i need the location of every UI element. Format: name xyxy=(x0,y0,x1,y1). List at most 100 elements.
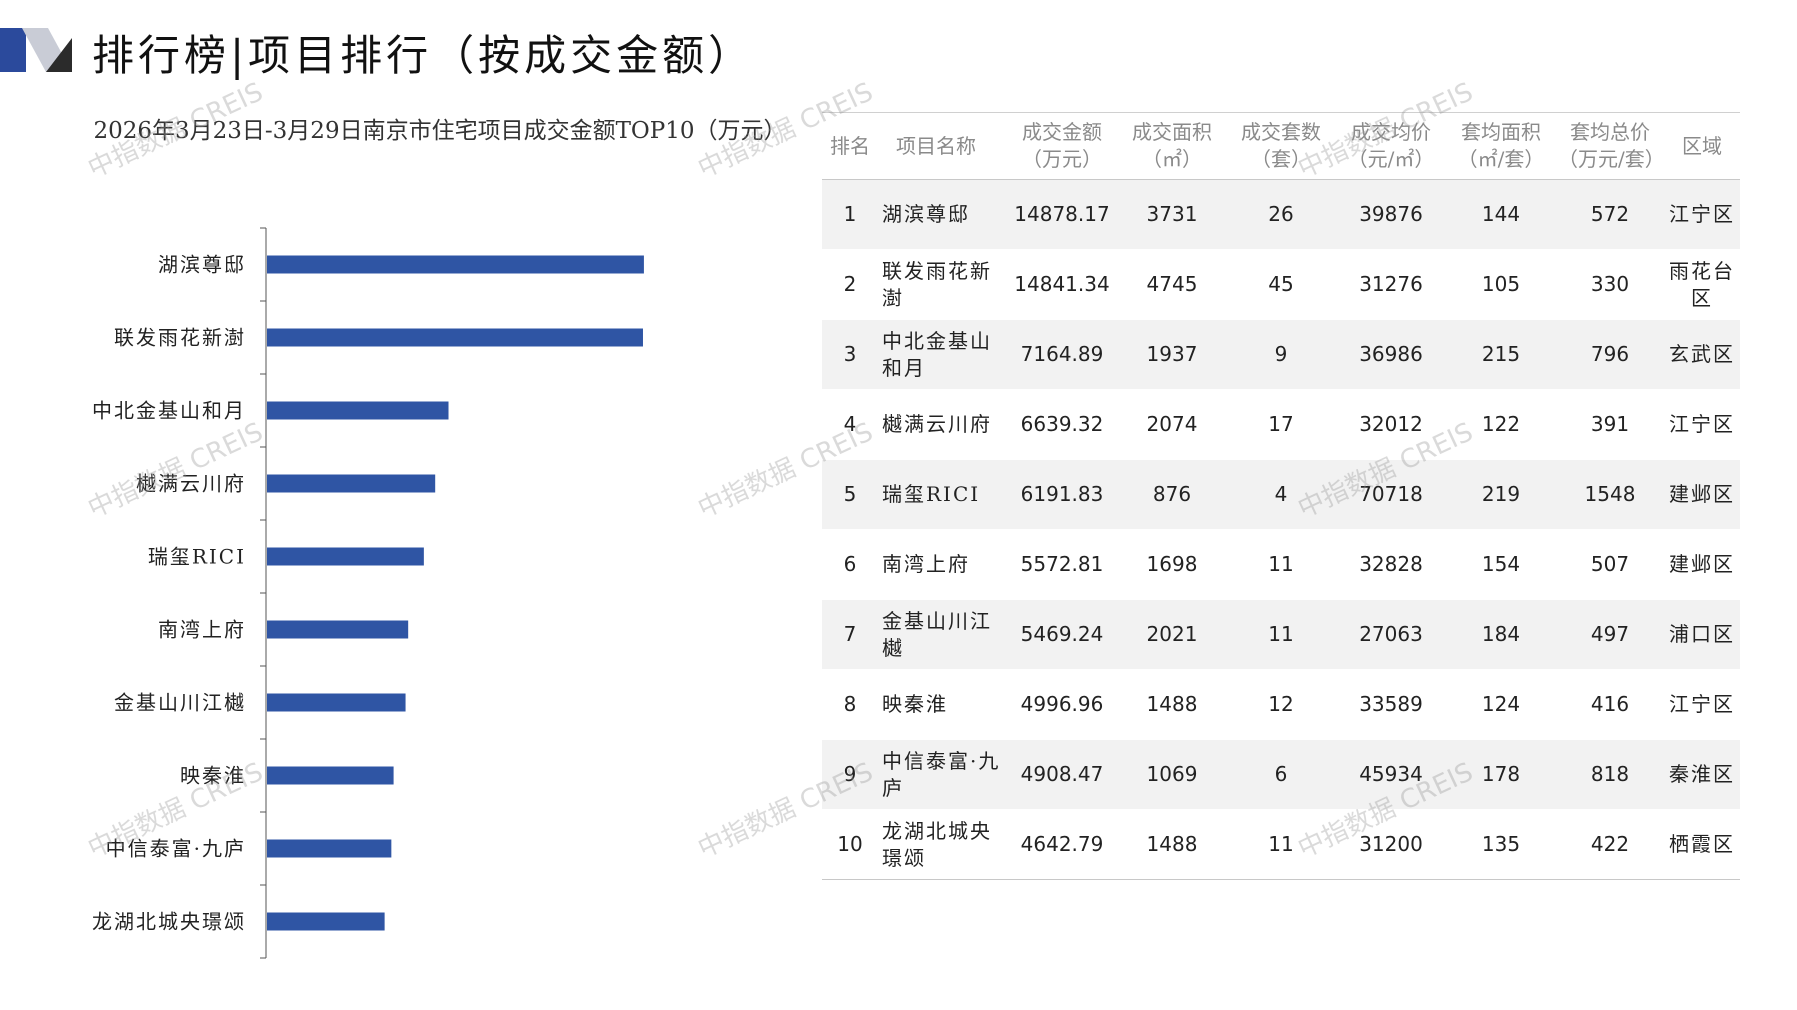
table-cell: 中信泰富·九庐 xyxy=(882,748,1001,800)
table-cell: 497 xyxy=(1590,622,1630,646)
table-cell: 45 xyxy=(1268,272,1294,296)
table-row: 4 樾满云川府 6639.32 2074 17 32012 122 391 江宁区 xyxy=(822,389,1740,460)
table-cell: 26 xyxy=(1268,202,1294,226)
category-label: 湖滨尊邸 xyxy=(158,253,246,277)
table-cell: 2 xyxy=(843,272,857,296)
table-row: 10 龙湖北城央璟颂 4642.79 1488 11 31200 135 422 栖霞区 xyxy=(822,809,1740,880)
column-header: 套均总价 （万元/套） xyxy=(1558,120,1665,171)
table-cell: 2074 xyxy=(1146,412,1198,436)
table-cell: 3731 xyxy=(1146,202,1198,226)
table-cell: 联发雨花新澍 xyxy=(882,258,992,310)
table-cell: 12 xyxy=(1268,692,1294,716)
table-cell: 6 xyxy=(843,552,857,576)
table-cell: 876 xyxy=(1152,482,1192,506)
table-cell: 建邺区 xyxy=(1669,552,1735,576)
bar xyxy=(267,766,394,785)
category-label: 金基山川江樾 xyxy=(114,691,246,715)
table-cell: 33589 xyxy=(1359,692,1423,716)
table-header-row: 排名 项目名称 成交金额 （万元） 成交面积 （㎡） 成交套数 （套） 成交均价 （元/㎡） 套均面… xyxy=(822,112,1740,180)
table-cell: 122 xyxy=(1481,412,1521,436)
table-cell: 江宁区 xyxy=(1669,692,1735,716)
table-cell: 江宁区 xyxy=(1669,412,1735,436)
table-cell: 映秦淮 xyxy=(882,692,948,716)
column-header: 项目名称 xyxy=(896,133,976,158)
table-cell: 70718 xyxy=(1359,482,1423,506)
chart-title: 2026年3月23日-3月29日南京市住宅项目成交金额TOP10（万元） xyxy=(93,118,787,144)
table-cell: 14878.17 xyxy=(1014,202,1110,226)
bar xyxy=(267,620,409,639)
table-row: 2 联发雨花新澍 14841.34 4745 45 31276 105 330 雨花台区 xyxy=(822,249,1740,320)
table-cell: 32828 xyxy=(1359,552,1423,576)
table-cell: 330 xyxy=(1590,272,1630,296)
table-cell: 江宁区 xyxy=(1669,202,1735,226)
table-cell: 7164.89 xyxy=(1020,342,1104,366)
table-cell: 17 xyxy=(1268,412,1294,436)
table-cell: 45934 xyxy=(1359,762,1423,786)
table-cell: 416 xyxy=(1590,692,1630,716)
table-cell: 5 xyxy=(843,482,857,506)
table-cell: 雨花台区 xyxy=(1669,258,1735,310)
table-row: 5 瑞玺RICI 6191.83 876 4 70718 219 1548 建邺区 xyxy=(822,459,1740,530)
table-cell: 6191.83 xyxy=(1020,482,1104,506)
category-label: 龙湖北城央璟颂 xyxy=(92,910,246,934)
table-cell: 10 xyxy=(837,832,863,856)
table-cell: 4 xyxy=(1274,482,1288,506)
table-cell: 31276 xyxy=(1359,272,1423,296)
table-cell: 2021 xyxy=(1146,622,1198,646)
column-header: 成交套数 （套） xyxy=(1241,120,1321,171)
table-cell: 184 xyxy=(1481,622,1521,646)
table-cell: 4908.47 xyxy=(1020,762,1104,786)
column-header: 排名 xyxy=(830,133,870,158)
table-cell: 4642.79 xyxy=(1020,832,1104,856)
logo-icon xyxy=(0,28,72,72)
table-cell: 32012 xyxy=(1359,412,1423,436)
bar xyxy=(267,328,643,347)
column-header: 套均面积 （㎡/套） xyxy=(1457,120,1545,171)
table-cell: 135 xyxy=(1481,832,1521,856)
table-cell: 3 xyxy=(843,342,857,366)
table-cell: 11 xyxy=(1268,832,1294,856)
table-cell: 422 xyxy=(1590,832,1630,856)
category-label: 中信泰富·九庐 xyxy=(106,837,246,861)
table-cell: 572 xyxy=(1590,202,1630,226)
category-label: 瑞玺RICI xyxy=(148,545,246,569)
table-cell: 818 xyxy=(1590,762,1630,786)
column-header: 成交金额 （万元） xyxy=(1022,120,1102,171)
table-cell: 瑞玺RICI xyxy=(882,482,981,506)
table-row: 7 金基山川江樾 5469.24 2021 11 27063 184 497 浦口区 xyxy=(822,599,1740,670)
table-cell: 1488 xyxy=(1146,692,1198,716)
table-cell: 11 xyxy=(1268,552,1294,576)
table-cell: 1698 xyxy=(1146,552,1198,576)
table-cell: 796 xyxy=(1590,342,1630,366)
table-cell: 9 xyxy=(843,762,857,786)
table-cell: 27063 xyxy=(1359,622,1423,646)
category-label: 南湾上府 xyxy=(158,618,246,642)
table-cell: 栖霞区 xyxy=(1669,832,1735,856)
table-cell: 龙湖北城央璟颂 xyxy=(882,818,992,870)
table-cell: 154 xyxy=(1481,552,1521,576)
table-cell: 31200 xyxy=(1359,832,1423,856)
table-cell: 9 xyxy=(1274,342,1288,366)
column-header: 成交面积 （㎡） xyxy=(1132,120,1212,171)
bar xyxy=(267,255,644,274)
table-cell: 6639.32 xyxy=(1020,412,1104,436)
table-cell: 5469.24 xyxy=(1020,622,1104,646)
column-header: 成交均价 （元/㎡） xyxy=(1347,120,1435,171)
category-label: 中北金基山和月 xyxy=(92,399,246,423)
category-label: 樾满云川府 xyxy=(136,472,246,496)
table-row: 9 中信泰富·九庐 4908.47 1069 6 45934 178 818 秦淮区 xyxy=(822,739,1740,810)
table-cell: 4996.96 xyxy=(1020,692,1104,716)
table-cell: 391 xyxy=(1590,412,1630,436)
table-row: 8 映秦淮 4996.96 1488 12 33589 124 416 江宁区 xyxy=(822,669,1740,740)
table-cell: 5572.81 xyxy=(1020,552,1104,576)
table-cell: 219 xyxy=(1481,482,1521,506)
table-row: 6 南湾上府 5572.81 1698 11 32828 154 507 建邺区 xyxy=(822,529,1740,600)
table-cell: 6 xyxy=(1274,762,1288,786)
table-cell: 1 xyxy=(843,202,857,226)
table-cell: 4 xyxy=(843,412,857,436)
bar xyxy=(267,401,449,420)
table-cell: 124 xyxy=(1481,692,1521,716)
page-title: 排行榜|项目排行（按成交金额） xyxy=(92,31,755,80)
bar xyxy=(267,547,424,566)
